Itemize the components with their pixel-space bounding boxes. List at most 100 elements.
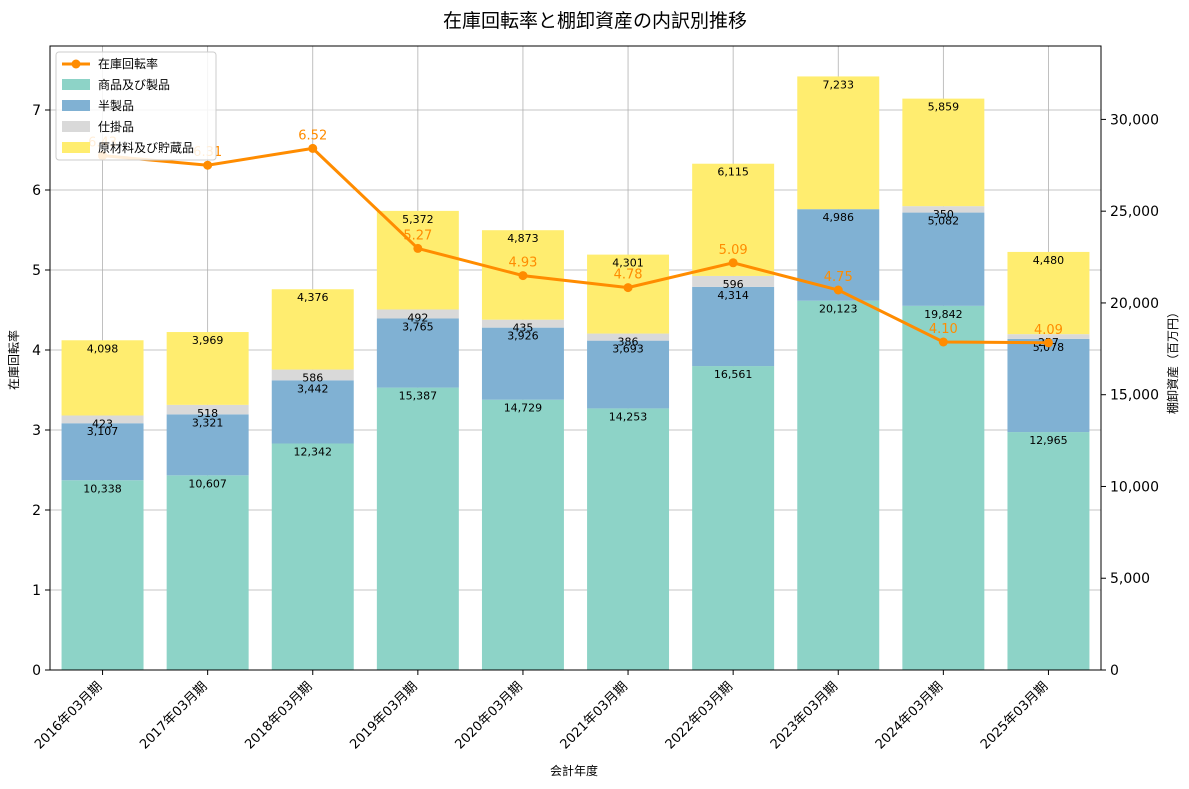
- y-left-tick-label: 3: [32, 423, 41, 439]
- bar-segment: [376, 387, 459, 670]
- y-right-tick-label: 5,000: [1110, 571, 1150, 587]
- bar-segment: [376, 318, 459, 388]
- y-left-tick-label: 6: [32, 183, 41, 199]
- legend-label: 仕掛品: [98, 119, 134, 134]
- bar-value-label: 4,376: [297, 291, 329, 304]
- bar-value-label: 14,729: [504, 402, 543, 415]
- legend-swatch: [62, 142, 90, 153]
- bar-segment: [481, 399, 564, 670]
- bars: [61, 76, 1090, 670]
- bar-value-label: 350: [933, 208, 954, 221]
- rate-value-label: 4.93: [508, 256, 537, 271]
- x-tick-label: 2018年03月期: [242, 679, 315, 752]
- legend-swatch: [62, 79, 90, 90]
- bar-value-label: 518: [197, 407, 218, 420]
- rate-value-label: 5.27: [403, 228, 432, 243]
- bar-segment: [902, 98, 985, 207]
- x-tick-label: 2022年03月期: [663, 679, 736, 752]
- bar-segment: [61, 423, 144, 481]
- bar-value-label: 3,321: [192, 416, 224, 429]
- x-tick-label: 2024年03月期: [873, 679, 946, 752]
- bar-segment: [1007, 334, 1090, 339]
- bar-segment: [902, 212, 985, 306]
- bar-value-label: 12,965: [1029, 434, 1068, 447]
- y-left-tick-label: 2: [32, 503, 41, 519]
- rate-value-label: 4.78: [614, 268, 643, 283]
- rate-value-label: 4.75: [824, 270, 853, 285]
- bar-value-label: 5,859: [928, 101, 960, 114]
- bar-segment: [587, 333, 670, 341]
- bar-segment: [902, 206, 985, 213]
- bar-value-label: 12,342: [294, 445, 333, 458]
- bar-segment: [797, 300, 880, 670]
- legend-swatch: [62, 121, 90, 132]
- bar-segment: [902, 305, 985, 670]
- rate-point: [203, 160, 213, 170]
- bar-segment: [587, 254, 670, 334]
- bar-value-label: 4,873: [507, 232, 539, 245]
- bar-value-label: 7,233: [823, 78, 855, 91]
- bar-segment: [481, 327, 564, 400]
- bar-value-label: 3,765: [402, 321, 434, 334]
- bar-value-label: 10,607: [188, 477, 227, 490]
- bar-value-label: 596: [723, 278, 744, 291]
- bar-segment: [61, 340, 144, 416]
- plot-frame: [49, 45, 1102, 671]
- rate-value-label: 5.09: [719, 243, 748, 258]
- bar-value-label: 4,098: [87, 342, 119, 355]
- bar-value-label: 15,387: [399, 390, 438, 403]
- x-tick-label: 2017年03月期: [137, 679, 210, 752]
- bar-value-label: 14,253: [609, 410, 648, 423]
- legend-box: [55, 51, 217, 161]
- bar-value-label: 3,693: [612, 343, 644, 356]
- y-left-tick-label: 7: [32, 103, 41, 119]
- bar-value-label: 3,969: [192, 334, 224, 347]
- bar-segment: [166, 332, 249, 405]
- bar-segment: [166, 475, 249, 670]
- rate-point: [728, 258, 738, 268]
- bar-segment: [797, 76, 880, 210]
- bar-segment: [271, 443, 354, 670]
- rate-line-path: [102, 146, 1049, 345]
- bar-value-label: 16,561: [714, 368, 753, 381]
- x-tick-label: 2020年03月期: [452, 679, 525, 752]
- bar-segment: [587, 408, 670, 670]
- bar-value-label: 6,115: [717, 166, 749, 179]
- bar-segment: [376, 210, 459, 310]
- y-right-tick-label: 25,000: [1110, 204, 1159, 220]
- bar-value-label: 4,314: [717, 289, 749, 302]
- bar-value-label: 3,107: [87, 425, 119, 438]
- bar-value-label: 20,123: [819, 303, 858, 316]
- x-tick-label: 2021年03月期: [558, 679, 631, 752]
- bar-segment: [1007, 432, 1090, 670]
- rate-point: [623, 283, 633, 293]
- bar-value-label: 586: [302, 372, 323, 385]
- bar-segment: [692, 163, 775, 276]
- bar-value-label: 423: [92, 417, 113, 430]
- bar-segment: [61, 415, 144, 424]
- x-tick-label: 2025年03月期: [978, 679, 1051, 752]
- bar-value-label: 19,842: [924, 308, 963, 321]
- bar-segment: [481, 319, 564, 328]
- rate-point: [308, 143, 318, 153]
- rate-point: [1043, 338, 1053, 348]
- y-right-axis-label: 棚卸資産（百万円）: [1165, 306, 1180, 414]
- bar-value-label: 4,301: [612, 257, 644, 270]
- bar-value-label: 492: [407, 311, 428, 324]
- rate-value-label: 6.52: [298, 128, 327, 143]
- bar-segment: [1007, 251, 1090, 335]
- bar-value-label: 10,338: [83, 482, 122, 495]
- bar-segment: [692, 286, 775, 367]
- y-right-tick-label: 15,000: [1110, 388, 1159, 404]
- bar-value-label: 4,480: [1033, 254, 1065, 267]
- rate-point: [833, 285, 843, 295]
- bar-value-label: 3,442: [297, 382, 329, 395]
- rate-point: [518, 271, 528, 281]
- bar-segment: [271, 369, 354, 381]
- bar-segment: [61, 480, 144, 670]
- rate-point: [938, 337, 948, 347]
- y-left-tick-label: 5: [32, 263, 41, 279]
- legend-label: 在庫回転率: [98, 56, 158, 71]
